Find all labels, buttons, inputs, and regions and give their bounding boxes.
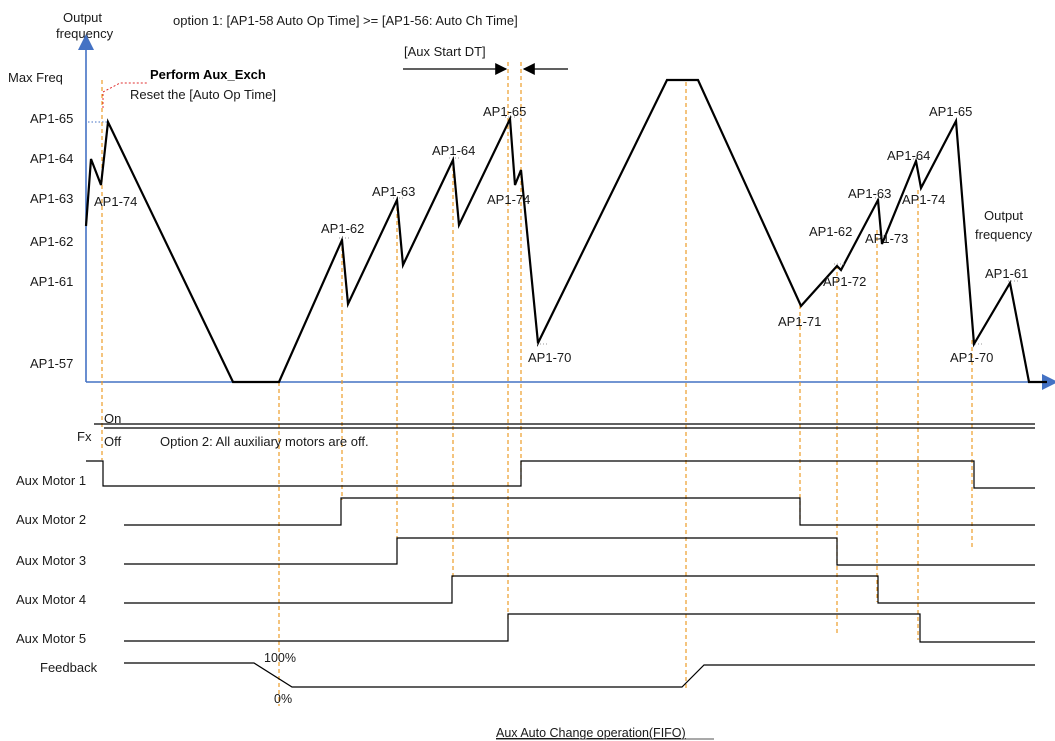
fx-on-label: On: [104, 411, 121, 426]
label-ap1-70-b: AP1-70: [950, 350, 993, 365]
aux-exch-title: Perform Aux_Exch: [150, 67, 266, 82]
label-ap1-61: AP1-61: [985, 266, 1028, 281]
aux-start-dt-label: [Aux Start DT]: [404, 44, 486, 59]
aux-motor-1-label: Aux Motor 1: [16, 473, 86, 488]
label-ap1-63-b: AP1-63: [848, 186, 891, 201]
feedback-100-label: 100%: [264, 651, 296, 665]
label-ap1-72: AP1-72: [823, 274, 866, 289]
label-ap1-74-c: AP1-74: [902, 192, 945, 207]
label-ap1-71: AP1-71: [778, 314, 821, 329]
feedback-label: Feedback: [40, 660, 98, 675]
right-label: Output: [984, 208, 1023, 223]
label-ap1-65-a: AP1-65: [483, 104, 526, 119]
right-label-2: frequency: [975, 227, 1033, 242]
aux-motor-2-label: Aux Motor 2: [16, 512, 86, 527]
level-ap1-61: AP1-61: [30, 274, 73, 289]
aux-start-dt-annotation: [Aux Start DT]: [403, 44, 568, 75]
aux-exch-annotation: Perform Aux_Exch Reset the [Auto Op Time…: [102, 67, 276, 108]
aux-motor-3-label: Aux Motor 3: [16, 553, 86, 568]
vertical-guides: [101, 62, 973, 706]
label-ap1-63-a: AP1-63: [372, 184, 415, 199]
aux-motor-4-label: Aux Motor 4: [16, 592, 86, 607]
y-axis-label: Output: [63, 10, 102, 25]
fx-off-label: Off: [104, 434, 121, 449]
level-ap1-62: AP1-62: [30, 234, 73, 249]
y-level-labels: Max Freq AP1-65 AP1-64 AP1-63 AP1-62 AP1…: [8, 70, 73, 371]
level-ap1-64: AP1-64: [30, 151, 73, 166]
aux-motor-3: Aux Motor 3: [16, 537, 1035, 568]
aux-motor-2: Aux Motor 2: [16, 497, 1035, 527]
label-ap1-64-a: AP1-64: [432, 143, 475, 158]
fx-signal: Fx On Off Option 2: All auxiliary motors…: [77, 411, 1035, 449]
level-max-freq: Max Freq: [8, 70, 63, 85]
label-ap1-74-b: AP1-74: [487, 192, 530, 207]
level-ap1-63: AP1-63: [30, 191, 73, 206]
option-2-note: Option 2: All auxiliary motors are off.: [160, 434, 369, 449]
caption: Aux Auto Change operation(FIFO): [496, 726, 686, 740]
label-ap1-62-b: AP1-62: [809, 224, 852, 239]
feedback-0-label: 0%: [274, 692, 292, 706]
curve-labels: AP1-74 AP1-62 AP1-63 AP1-64 AP1-65 AP1-7…: [94, 104, 1028, 365]
fx-label: Fx: [77, 429, 92, 444]
feedback-signal: Feedback 100% 0%: [40, 651, 1035, 706]
level-ap1-57: AP1-57: [30, 356, 73, 371]
aux-motor-5: Aux Motor 5: [16, 613, 1035, 646]
label-ap1-64-b: AP1-64: [887, 148, 930, 163]
output-frequency-curve: [84, 78, 1047, 384]
aux-motor-4: Aux Motor 4: [16, 575, 1035, 607]
y-axis-label-2: frequency: [56, 26, 114, 41]
aux-motor-5-label: Aux Motor 5: [16, 631, 86, 646]
label-ap1-70-a: AP1-70: [528, 350, 571, 365]
label-ap1-65-b: AP1-65: [929, 104, 972, 119]
label-ap1-73: AP1-73: [865, 231, 908, 246]
diagram-title: option 1: [AP1-58 Auto Op Time] >= [AP1-…: [173, 13, 518, 28]
aux-exch-subtitle: Reset the [Auto Op Time]: [130, 87, 276, 102]
level-ap1-65: AP1-65: [30, 111, 73, 126]
label-ticks: [339, 116, 1020, 345]
aux-motor-1: Aux Motor 1: [16, 460, 1035, 489]
label-ap1-62-a: AP1-62: [321, 221, 364, 236]
label-ap1-74-a: AP1-74: [94, 194, 137, 209]
